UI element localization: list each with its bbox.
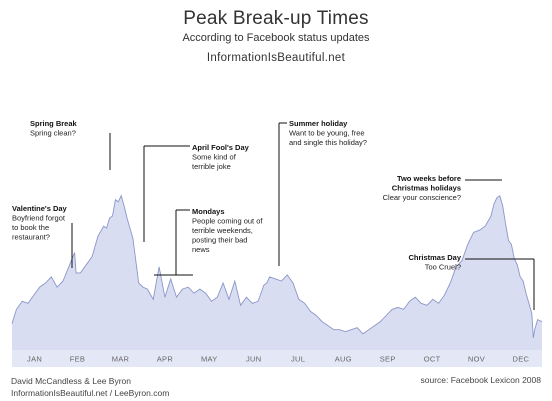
- month-axis-band: [12, 350, 542, 367]
- annotation-text: and single this holiday?: [289, 138, 367, 147]
- annotation-title: Christmas holidays: [392, 184, 461, 193]
- annotation-title: April Fool's Day: [192, 143, 250, 152]
- annotation-text: to book the: [12, 223, 49, 232]
- annotation-text: Clear your conscience?: [383, 193, 461, 202]
- annotation-text: Too Cruel?: [425, 263, 461, 272]
- month-label-dec: DEC: [513, 355, 530, 364]
- annotation-text: People coming out of: [192, 217, 263, 226]
- break-up-area-series: [11, 194, 543, 350]
- annotation-text: news: [192, 245, 210, 254]
- author-links: InformationIsBeautiful.net / LeeByron.co…: [11, 388, 170, 398]
- annotation-text: terrible joke: [192, 162, 231, 171]
- annotation-title: Two weeks before: [397, 174, 461, 183]
- month-axis: JAN FEB MAR APR MAY JUN JUL AUG SEP OCT NOV DEC: [27, 355, 529, 364]
- credits: David McCandless & Lee Byron Information…: [11, 375, 169, 399]
- chart-header: Peak Break-up Times According to Faceboo…: [0, 8, 552, 64]
- authors: David McCandless & Lee Byron: [11, 376, 132, 386]
- month-label-mar: MAR: [112, 355, 130, 364]
- annotation-title: Christmas Day: [408, 253, 461, 262]
- annotation-text: Some kind of: [192, 153, 237, 162]
- month-label-jun: JUN: [246, 355, 261, 364]
- annotation-text: Want to be young, free: [289, 129, 365, 138]
- month-label-feb: FEB: [70, 355, 86, 364]
- site-name: InformationIsBeautiful.net: [206, 52, 346, 64]
- annotation-text: Spring clean?: [30, 129, 76, 138]
- month-label-jul: JUL: [291, 355, 305, 364]
- annotation-title: Mondays: [192, 207, 225, 216]
- chart-title: Peak Break-up Times: [183, 8, 369, 29]
- series-area-fill: [12, 195, 542, 350]
- month-band: [12, 350, 542, 367]
- month-label-sep: SEP: [380, 355, 396, 364]
- annotation-text: restaurant?: [12, 233, 50, 242]
- month-label-oct: OCT: [424, 355, 441, 364]
- annotation-title: Valentine's Day: [12, 204, 68, 213]
- annotation-text: posting their bad: [192, 236, 247, 245]
- month-label-jan: JAN: [27, 355, 42, 364]
- chart-subtitle: According to Facebook status updates: [182, 32, 370, 44]
- source-note: source: Facebook Lexicon 2008: [420, 375, 542, 385]
- annotation-title: Summer holiday: [289, 119, 348, 128]
- month-label-may: MAY: [201, 355, 218, 364]
- annotation-title: Spring Break: [30, 119, 78, 128]
- month-label-nov: NOV: [468, 355, 485, 364]
- annotation-text: Boyfriend forgot: [12, 214, 66, 223]
- series-line: [11, 194, 543, 338]
- month-label-apr: APR: [157, 355, 174, 364]
- annotation-text: terrible weekends,: [192, 226, 253, 235]
- month-label-aug: AUG: [335, 355, 352, 364]
